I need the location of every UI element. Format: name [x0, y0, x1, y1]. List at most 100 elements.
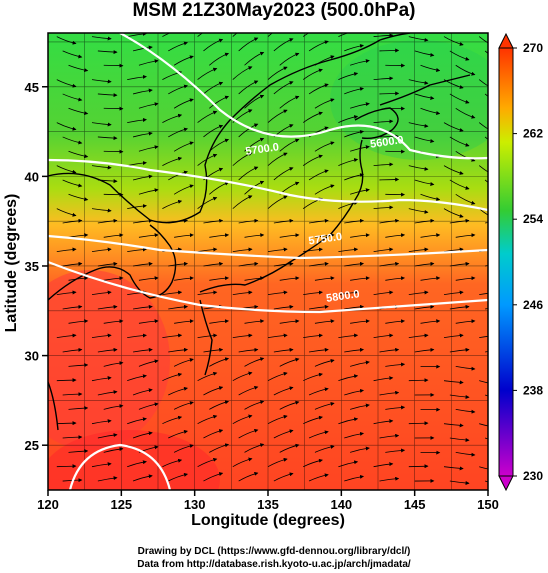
- streamline: [308, 218, 329, 224]
- streamline: [408, 122, 429, 128]
- streamline: [267, 333, 288, 339]
- streamline: [308, 169, 329, 181]
- streamline: [238, 428, 259, 439]
- streamline: [203, 218, 224, 224]
- streamline: [344, 388, 364, 396]
- streamline: [420, 193, 441, 202]
- streamline: [197, 290, 218, 296]
- streamline: [344, 347, 364, 353]
- streamline: [455, 319, 476, 324]
- streamline: [314, 358, 335, 367]
- streamline: [162, 372, 183, 382]
- streamline: [484, 480, 488, 483]
- streamline: [344, 431, 364, 439]
- streamline: [420, 319, 441, 324]
- streamline: [197, 33, 204, 37]
- streamline: [68, 449, 89, 454]
- streamline: [308, 430, 329, 439]
- streamline: [344, 304, 364, 310]
- credit-dcl: Drawing by DCL (https://www.gfd-dennou.o…: [137, 546, 411, 557]
- streamline: [56, 247, 77, 253]
- streamline: [132, 474, 153, 482]
- streamline: [132, 388, 153, 396]
- streamline: [203, 38, 224, 52]
- streamline: [162, 290, 183, 296]
- streamline: [408, 464, 429, 469]
- streamline: [138, 59, 159, 66]
- streamline: [344, 474, 364, 482]
- streamline: [168, 347, 188, 353]
- x-axis: 120 125 130 135 140 145 150: [37, 490, 499, 512]
- streamline: [273, 347, 294, 353]
- streamline: [279, 357, 300, 367]
- streamline: [267, 66, 288, 80]
- colorbar-tick-label: 262: [523, 127, 543, 141]
- plot-area: 5600.0 5700.0 5750.0 5800.0: [48, 33, 488, 490]
- streamline: [408, 290, 429, 296]
- streamline: [414, 347, 435, 353]
- streamline: [127, 333, 147, 339]
- streamline: [91, 36, 112, 41]
- y-tick-label: 40: [25, 169, 39, 184]
- streamline: [373, 462, 394, 468]
- streamline: [62, 136, 83, 145]
- streamline: [314, 276, 335, 281]
- streamline: [385, 276, 406, 281]
- streamline: [408, 165, 429, 171]
- streamline: [267, 152, 288, 166]
- streamline: [244, 400, 265, 410]
- streamline: [138, 233, 159, 238]
- streamline: [443, 122, 464, 132]
- streamline: [314, 141, 335, 152]
- streamline: [279, 52, 300, 66]
- streamline: [138, 145, 159, 152]
- streamline: [127, 33, 147, 37]
- streamline: [373, 119, 394, 124]
- streamline: [138, 319, 159, 324]
- streamline: [203, 472, 224, 482]
- streamline: [455, 451, 476, 457]
- streamline: [385, 362, 406, 367]
- streamline: [238, 123, 259, 138]
- colorbar-tick-label: 230: [523, 469, 543, 483]
- streamline: [338, 290, 359, 296]
- streamline: [62, 435, 83, 440]
- streamline: [267, 371, 288, 382]
- streamline: [455, 408, 476, 414]
- streamline: [350, 276, 370, 281]
- streamline: [232, 457, 253, 468]
- streamline: [68, 406, 89, 411]
- streamline: [97, 304, 118, 310]
- streamline: [232, 247, 253, 253]
- streamline: [308, 347, 329, 353]
- streamline: [484, 93, 488, 97]
- streamline: [232, 195, 253, 209]
- streamline: [379, 48, 400, 53]
- streamline: [62, 179, 83, 188]
- streamline: [455, 64, 476, 76]
- streamline: [127, 203, 147, 210]
- streamline: [338, 374, 359, 382]
- streamline: [273, 38, 294, 52]
- streamline: [267, 109, 288, 123]
- streamline: [373, 33, 394, 38]
- streamline: [91, 290, 112, 296]
- colorbar: 230 238 246 254 262 270: [498, 32, 543, 492]
- streamline: [91, 333, 112, 339]
- streamline: [414, 304, 435, 310]
- streamline: [209, 400, 230, 410]
- streamline: [338, 33, 349, 37]
- streamline: [414, 93, 435, 100]
- streamline: [68, 363, 89, 368]
- streamline: [408, 36, 429, 42]
- streamline: [338, 115, 359, 123]
- streamline: [132, 304, 153, 310]
- streamline: [420, 233, 441, 238]
- streamline: [68, 319, 89, 324]
- streamline: [68, 107, 89, 116]
- streamline: [162, 113, 183, 123]
- streamline: [162, 156, 183, 166]
- streamline: [238, 37, 259, 52]
- streamline: [132, 45, 153, 52]
- streamline: [379, 134, 400, 139]
